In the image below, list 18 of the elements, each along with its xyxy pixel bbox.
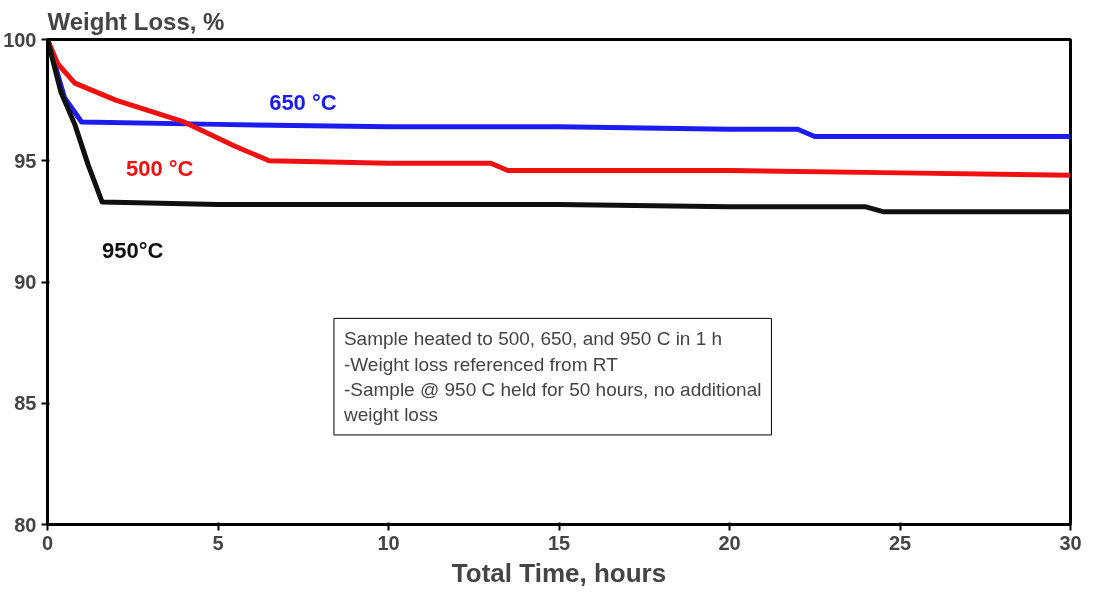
y-tick-label: 100 [3, 28, 37, 51]
y-tick-label: 85 [14, 392, 37, 415]
y-axis-title: Weight Loss, % [47, 7, 225, 35]
series-label: 650 °C [269, 90, 337, 116]
series-label: 500 °C [125, 155, 194, 181]
annotation: Sample heated to 500, 650, and 950 C in 1 h -Weight loss referenced from RT -Sample @ 950 C held for 50 hours, no additional weight loss [342, 328, 762, 425]
series-label: 950°C [102, 237, 164, 263]
y-tick-label: 80 [14, 513, 37, 536]
x-tick-label: 10 [377, 531, 400, 554]
x-tick-label: 5 [212, 531, 224, 554]
x-tick-label: 20 [718, 531, 741, 554]
x-tick-label: 30 [1059, 531, 1082, 554]
x-axis-title: Total Time, hours [451, 557, 667, 588]
x-tick-label: 15 [547, 531, 571, 554]
y-tick-label: 90 [14, 271, 37, 293]
y-tick-label: 95 [14, 149, 37, 172]
x-tick-label: 0 [41, 531, 54, 554]
x-tick-label: 25 [888, 531, 912, 554]
